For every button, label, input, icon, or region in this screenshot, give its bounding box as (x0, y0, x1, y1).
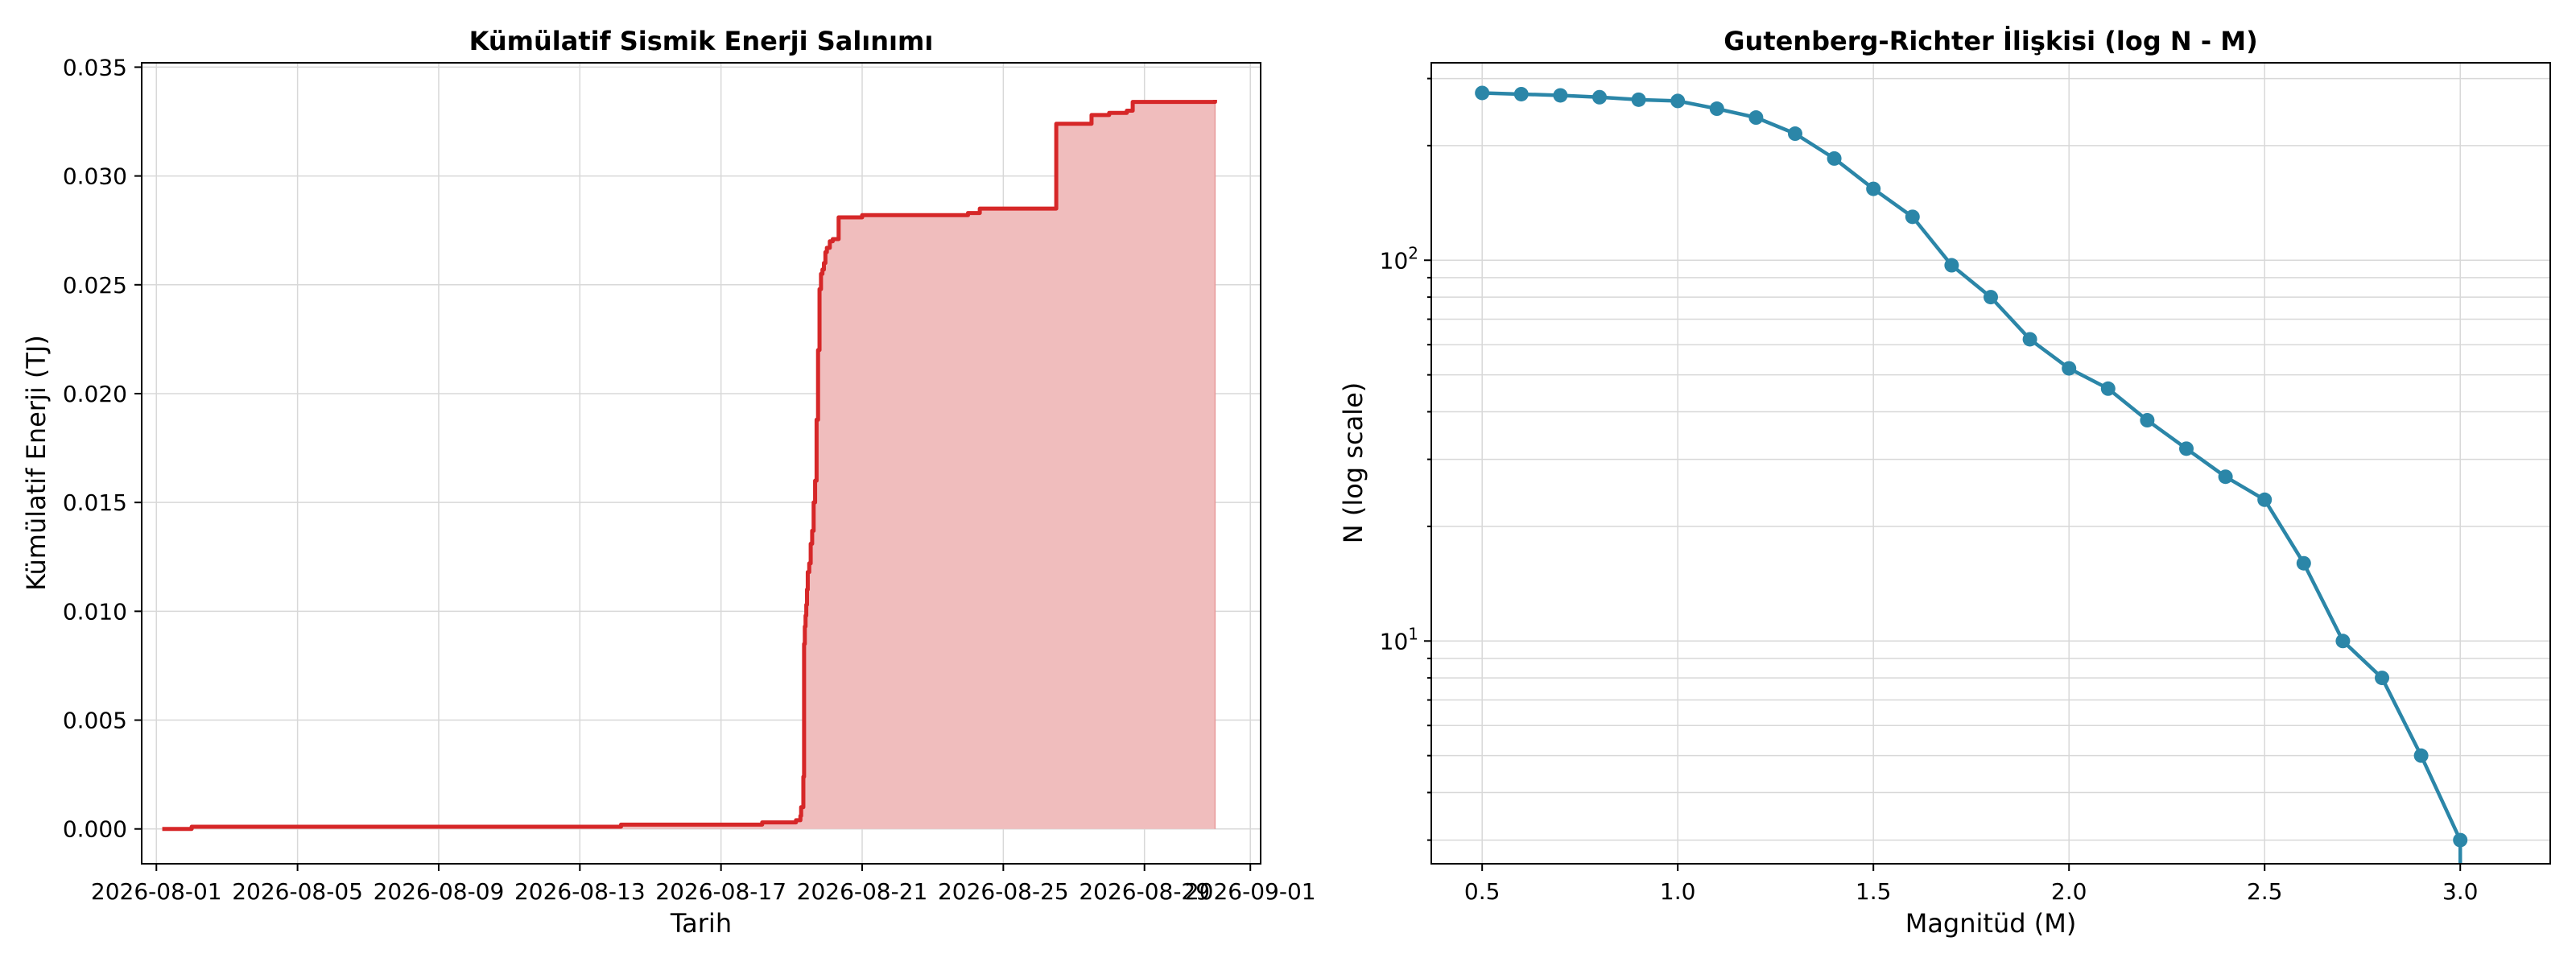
gutenberg-richter-point (1944, 258, 1959, 273)
right-chart-title: Gutenberg-Richter İlişkisi (log N - M) (1724, 26, 2257, 56)
left-y-tick-label: 0.025 (63, 272, 127, 299)
gutenberg-richter-point (2218, 469, 2233, 485)
left-y-tick-label: 0.015 (63, 489, 127, 516)
tick-base: 10 (1380, 247, 1409, 274)
left-x-tick-label: 2026-08-09 (374, 878, 505, 905)
left-y-tick-label: 0.030 (63, 163, 127, 190)
cumulative-energy-line (162, 99, 1217, 832)
gutenberg-richter-point (2257, 492, 2273, 507)
gutenberg-richter-point (2100, 381, 2116, 396)
left-x-axis-label: Tarih (670, 908, 732, 939)
gutenberg-richter-point (2296, 555, 2311, 571)
left-chart-title: Kümülatif Sismik Enerji Salınımı (469, 26, 934, 56)
right-y-tick-label: 101 (1380, 624, 1418, 654)
gutenberg-richter-point (1631, 92, 1646, 107)
gutenberg-richter-point (2375, 671, 2390, 686)
right-x-tick-label: 2.5 (2247, 878, 2283, 905)
tick-base: 10 (1380, 628, 1409, 654)
gutenberg-richter-point (1984, 290, 1998, 305)
right-y-tick-label: 102 (1380, 243, 1418, 274)
right-x-tick-label: 1.0 (1660, 878, 1696, 905)
left-x-tick-label: 2026-08-25 (938, 878, 1069, 905)
left-x-tick-label: 2026-08-17 (655, 878, 786, 905)
left-y-tick-label: 0.035 (63, 54, 127, 80)
gutenberg-richter-point (1513, 86, 1529, 101)
left-y-tick-label: 0.005 (63, 708, 127, 734)
tick-exponent: 1 (1408, 624, 1418, 643)
gutenberg-richter-point (2335, 634, 2351, 649)
cumulative-energy-chart: 2026-08-01 2026-08-05 2026-08-09 2026-08-13… (21, 26, 1316, 939)
gutenberg-richter-point (2022, 332, 2037, 347)
gutenberg-richter-point (2179, 441, 2194, 456)
cumulative-energy-area (162, 99, 1216, 829)
left-y-tick-label: 0.020 (63, 381, 127, 407)
left-y-axis-label: Kümülatif Enerji (TJ) (21, 335, 52, 591)
left-y-tick-label: 0.010 (63, 598, 127, 625)
gutenberg-richter-point (1670, 93, 1686, 109)
right-x-tick-label: 1.5 (1856, 878, 1892, 905)
gutenberg-richter-point (2140, 413, 2155, 428)
gutenberg-richter-point (2062, 361, 2077, 376)
left-x-tick-label: 2026-09-01 (1185, 878, 1316, 905)
left-y-tick-label: 0.000 (63, 816, 127, 843)
gutenberg-richter-point (1748, 110, 1764, 126)
right-x-tick-label: 0.5 (1464, 878, 1501, 905)
gutenberg-richter-point (1553, 88, 1568, 103)
gutenberg-richter-point (2453, 832, 2468, 848)
right-axes-frame (1430, 62, 2551, 865)
gutenberg-richter-point (1709, 101, 1724, 117)
left-x-tick-label: 2026-08-21 (797, 878, 928, 905)
gutenberg-richter-point (1475, 85, 1490, 101)
left-x-tick-label: 2026-08-13 (514, 878, 646, 905)
right-x-tick-label: 3.0 (2442, 878, 2479, 905)
gutenberg-richter-point (1866, 181, 1881, 196)
right-x-axis-label: Magnitüd (M) (1905, 908, 2077, 939)
left-axes-frame (141, 62, 1261, 865)
left-x-tick-label: 2026-08-05 (232, 878, 363, 905)
left-x-tick-label: 2026-08-01 (91, 878, 222, 905)
gutenberg-richter-point (1905, 209, 1920, 225)
gutenberg-richter-point (1787, 126, 1802, 142)
right-x-tick-label: 2.0 (2051, 878, 2087, 905)
gutenberg-richter-line (1482, 91, 2462, 864)
left-x-tick-label: 2026-08-29 (1079, 878, 1210, 905)
gutenberg-richter-point (1591, 89, 1607, 105)
gutenberg-richter-point (1827, 151, 1842, 166)
gutenberg-richter-point (2413, 748, 2429, 763)
tick-exponent: 2 (1408, 243, 1418, 262)
right-y-axis-label: N (log scale) (1338, 382, 1368, 543)
